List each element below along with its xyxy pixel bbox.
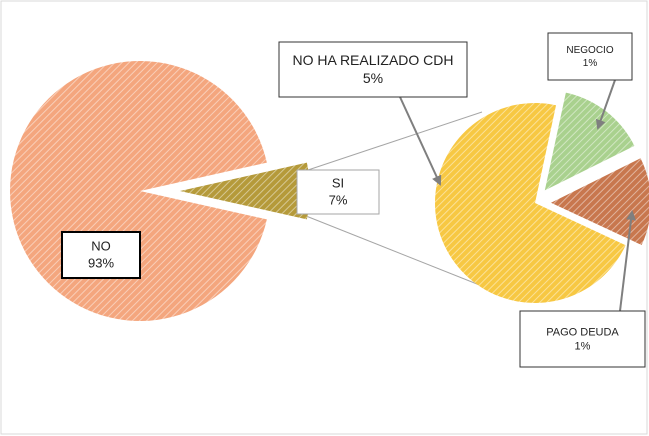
connector <box>295 211 483 287</box>
pie-slice <box>550 158 649 246</box>
labels: NO 93% SI 7% NO HA REALIZADO CDH 5% NEGOCIO 1% P… <box>61 32 646 368</box>
label-category: SI <box>332 176 344 191</box>
slices <box>9 61 649 322</box>
pie-slice <box>180 162 310 220</box>
label-value: 7% <box>329 193 348 208</box>
connector <box>295 111 483 175</box>
label-category: NO HA REALIZADO CDH <box>292 52 453 68</box>
leader-arrow <box>619 210 637 312</box>
label-value: 5% <box>363 70 383 86</box>
label-category: NO <box>91 239 111 254</box>
label-value: 1% <box>575 341 591 353</box>
label-box <box>278 41 468 98</box>
label-category: NEGOCIO <box>566 45 613 56</box>
label-box <box>519 310 646 368</box>
leader-arrow <box>595 79 616 130</box>
leader-arrow <box>399 96 442 186</box>
label-value: 1% <box>583 58 598 69</box>
label-box <box>296 169 380 215</box>
label-box <box>547 32 633 81</box>
label-box <box>61 231 141 279</box>
label-value: 93% <box>88 256 114 271</box>
label-category: PAGO DEUDA <box>546 326 619 338</box>
pie-slice <box>435 103 626 304</box>
pie-slice <box>544 92 635 191</box>
